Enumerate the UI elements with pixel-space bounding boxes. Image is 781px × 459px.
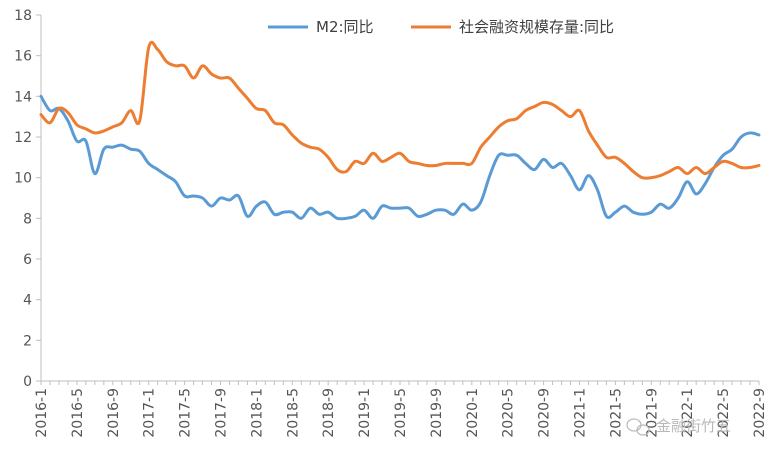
legend: M2:同比 社会融资规模存量:同比 <box>268 18 614 36</box>
series-line-m2 <box>39 94 761 221</box>
x-tick-label: 2016-5 <box>70 388 86 438</box>
x-tick-label: 2017-1 <box>142 388 158 438</box>
x-tick-label: 2022-1 <box>680 388 696 438</box>
y-tick-label: 2 <box>23 333 32 349</box>
legend-label-tsf: 社会融资规模存量:同比 <box>459 18 614 36</box>
x-tick-label: 2016-1 <box>34 388 50 438</box>
x-tick-label: 2016-9 <box>106 388 122 438</box>
wechat-icon <box>626 418 650 436</box>
y-tick-label: 0 <box>23 374 32 390</box>
x-tick-label: 2020-1 <box>465 388 481 438</box>
y-tick-label: 18 <box>14 8 32 24</box>
y-tick-label: 16 <box>14 49 32 65</box>
series-line-tsf <box>39 40 761 180</box>
y-tick-label: 6 <box>23 252 32 268</box>
y-axis: 0 2 4 6 8 10 12 14 16 18 <box>14 8 42 390</box>
legend-label-m2: M2:同比 <box>316 18 374 36</box>
x-tick-label: 2018-1 <box>249 388 265 438</box>
x-tick-label: 2020-5 <box>501 388 517 438</box>
watermark: 金融街竹五 <box>626 417 731 436</box>
x-tick-label: 2019-9 <box>429 388 445 438</box>
x-tick-label: 2021-1 <box>573 388 589 438</box>
y-tick-label: 4 <box>23 293 32 309</box>
x-tick-label: 2019-1 <box>357 388 373 438</box>
x-tick-label: 2021-9 <box>644 388 660 438</box>
y-tick-label: 10 <box>14 171 32 187</box>
x-tick-label: 2018-9 <box>321 388 337 438</box>
x-tick-label: 2021-5 <box>608 388 624 438</box>
x-tick-label: 2017-9 <box>214 388 230 438</box>
y-tick-label: 12 <box>14 130 32 146</box>
series-layer <box>39 40 761 221</box>
x-tick-label: 2017-5 <box>178 388 194 438</box>
x-tick-label: 2019-5 <box>393 388 409 438</box>
y-tick-label: 14 <box>14 89 32 105</box>
x-tick-label: 2020-9 <box>537 388 553 438</box>
x-tick-label: 2022-9 <box>752 388 768 438</box>
x-axis: 2016-1 2016-5 2016-9 2017-1 2017-5 2017-9 2018… <box>34 380 768 438</box>
y-tick-label: 8 <box>23 211 32 227</box>
x-tick-label: 2022-5 <box>716 388 732 438</box>
x-tick-label: 2018-5 <box>285 388 301 438</box>
watermark-text: 金融街竹五 <box>656 417 731 435</box>
